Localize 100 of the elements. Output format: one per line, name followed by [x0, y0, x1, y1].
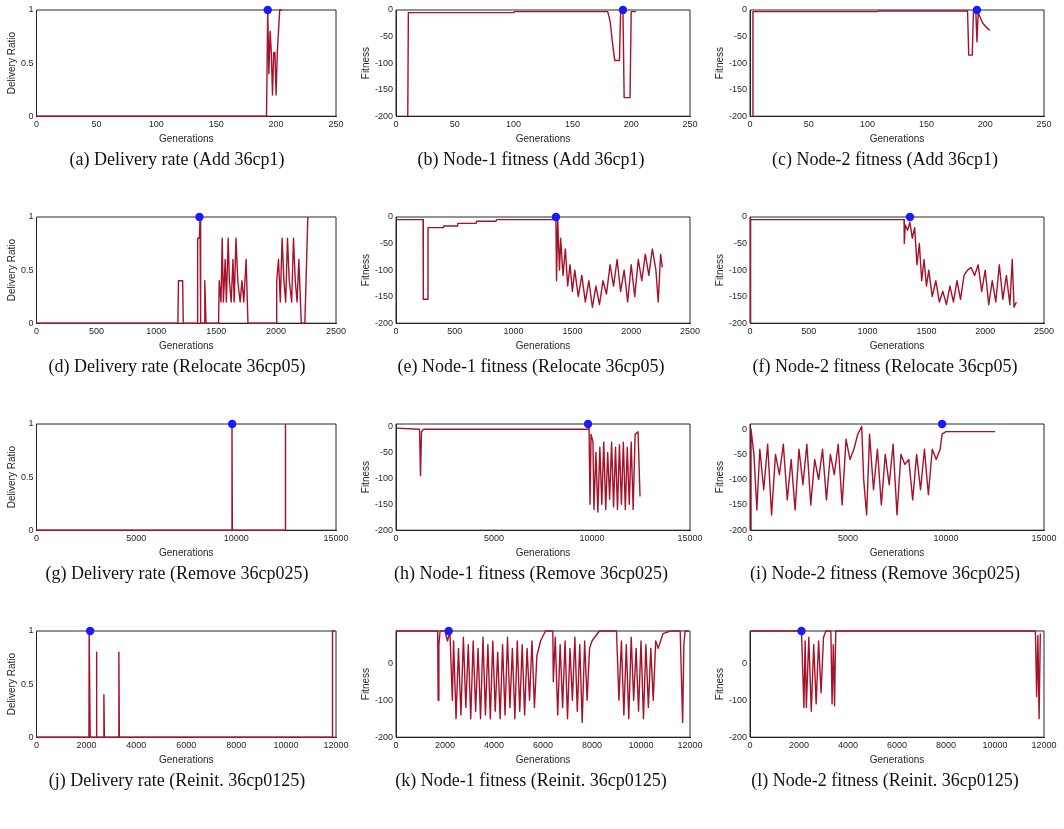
x-tick-label: 4000	[483, 740, 505, 751]
x-tick-label: 100	[506, 119, 522, 130]
x-tick-label: 5000	[483, 533, 505, 544]
x-tick-label: 1000	[857, 326, 878, 337]
y-axis-title: Delivery Ratio	[5, 31, 17, 95]
y-tick-label: -100	[375, 472, 394, 483]
y-tick-label: -200	[729, 731, 748, 742]
x-tick-label: 2500	[325, 326, 347, 337]
x-tick-label: 10000	[628, 740, 654, 751]
x-axis-title: Generations	[159, 546, 214, 558]
y-axis-title: Fitness	[359, 460, 371, 494]
x-tick-label: 2000	[435, 740, 456, 751]
x-tick-label: 200	[623, 119, 639, 130]
y-tick-label: -200	[375, 524, 394, 535]
y-tick-label: -150	[375, 291, 394, 302]
y-tick-label: -100	[729, 57, 748, 68]
y-tick-label: -150	[375, 498, 394, 509]
y-axis-title: Fitness	[713, 46, 725, 80]
y-tick-label: 0	[388, 211, 394, 222]
y-tick-label: 0.5	[21, 471, 34, 482]
y-tick-label: 0.5	[21, 678, 34, 689]
x-tick-label: 6000	[886, 740, 908, 751]
x-tick-label: 2000	[266, 326, 287, 337]
y-tick-label: -200	[729, 317, 748, 328]
y-tick-label: 0	[28, 317, 34, 328]
x-tick-label: 10000	[223, 533, 249, 544]
y-tick-label: -100	[375, 264, 394, 275]
x-tick-label: 12000	[677, 740, 703, 751]
x-tick-label: 15000	[1031, 533, 1057, 544]
x-tick-label: 500	[88, 326, 104, 337]
y-tick-label: -100	[375, 694, 394, 705]
x-tick-label: 10000	[982, 740, 1008, 751]
x-tick-label: 5000	[837, 533, 859, 544]
x-tick-label: 1500	[916, 326, 937, 337]
y-axis-title: Fitness	[713, 253, 725, 287]
y-axis-title: Fitness	[359, 253, 371, 287]
x-tick-label: 250	[682, 119, 698, 130]
text: (a) Delivery rate (Add 36cp1)	[68, 149, 286, 170]
x-tick-label: 500	[447, 326, 463, 337]
x-tick-label: 2000	[76, 740, 97, 751]
y-tick-label: 0	[28, 731, 34, 742]
x-axis-title: Generations	[159, 132, 214, 144]
x-tick-label: 6000	[532, 740, 554, 751]
x-tick-label: 100	[860, 119, 876, 130]
y-tick-label: 0	[388, 421, 394, 432]
y-tick-label: -50	[380, 446, 394, 457]
y-tick-label: 0	[28, 524, 34, 535]
x-tick-label: 150	[564, 119, 580, 130]
x-tick-label: 500	[801, 326, 817, 337]
y-tick-label: -100	[729, 474, 748, 485]
x-axis-title: Generations	[515, 132, 571, 144]
y-tick-label: 0	[742, 423, 748, 434]
x-axis-title: Generations	[515, 546, 571, 558]
y-tick-label: 0	[28, 110, 34, 121]
x-tick-label: 50	[91, 119, 102, 130]
x-tick-label: 2000	[789, 740, 810, 751]
x-tick-label: 250	[328, 119, 344, 130]
text: (l) Node-2 fitness (Reinit. 36cp0125)	[750, 770, 1020, 791]
x-tick-label: 100	[148, 119, 164, 130]
y-tick-label: 0	[388, 657, 394, 668]
x-tick-label: 2000	[975, 326, 996, 337]
y-tick-label: -100	[729, 264, 748, 275]
y-tick-label: 1	[28, 211, 34, 222]
y-tick-label: -50	[380, 31, 394, 42]
text: (f) Node-2 fitness (Relocate 36cp05)	[751, 356, 1019, 377]
x-tick-label: 4000	[837, 740, 859, 751]
y-tick-label: -150	[729, 499, 748, 510]
text: (d) Delivery rate (Relocate 36cp05)	[47, 356, 307, 377]
y-tick-label: 0.5	[21, 57, 34, 68]
x-axis-title: Generations	[515, 753, 571, 765]
x-tick-label: 2000	[621, 326, 642, 337]
y-tick-label: 0.5	[21, 264, 34, 275]
text: (g) Delivery rate (Remove 36cp025)	[44, 563, 310, 584]
x-tick-label: 250	[1036, 119, 1052, 130]
x-axis-title: Generations	[869, 753, 925, 765]
x-tick-label: 1000	[146, 326, 167, 337]
x-tick-label: 200	[977, 119, 993, 130]
y-axis-title: Delivery Ratio	[5, 238, 17, 302]
text: (k) Node-1 fitness (Reinit. 36cp0125)	[394, 770, 668, 791]
y-tick-label: -200	[729, 110, 748, 121]
y-tick-label: 0	[742, 211, 748, 222]
x-tick-label: 2500	[679, 326, 701, 337]
x-tick-label: 8000	[581, 740, 603, 751]
x-tick-label: 4000	[126, 740, 147, 751]
x-tick-label: 10000	[933, 533, 959, 544]
text: (e) Node-1 fitness (Relocate 36cp05)	[396, 356, 666, 377]
y-tick-label: -200	[375, 731, 394, 742]
x-tick-label: 200	[268, 119, 284, 130]
x-tick-label: 12000	[1031, 740, 1057, 751]
y-tick-label: 0	[388, 4, 394, 15]
text: (c) Node-2 fitness (Add 36cp1)	[771, 149, 999, 170]
x-axis-title: Generations	[869, 132, 925, 144]
text: (b) Node-1 fitness (Add 36cp1)	[416, 149, 646, 170]
y-tick-label: -150	[729, 84, 748, 95]
x-tick-label: 8000	[226, 740, 247, 751]
x-tick-label: 1500	[562, 326, 583, 337]
y-tick-label: 1	[28, 625, 34, 636]
y-tick-label: -50	[734, 31, 748, 42]
text: (i) Node-2 fitness (Remove 36cp025)	[749, 563, 1021, 584]
x-tick-label: 1500	[206, 326, 227, 337]
